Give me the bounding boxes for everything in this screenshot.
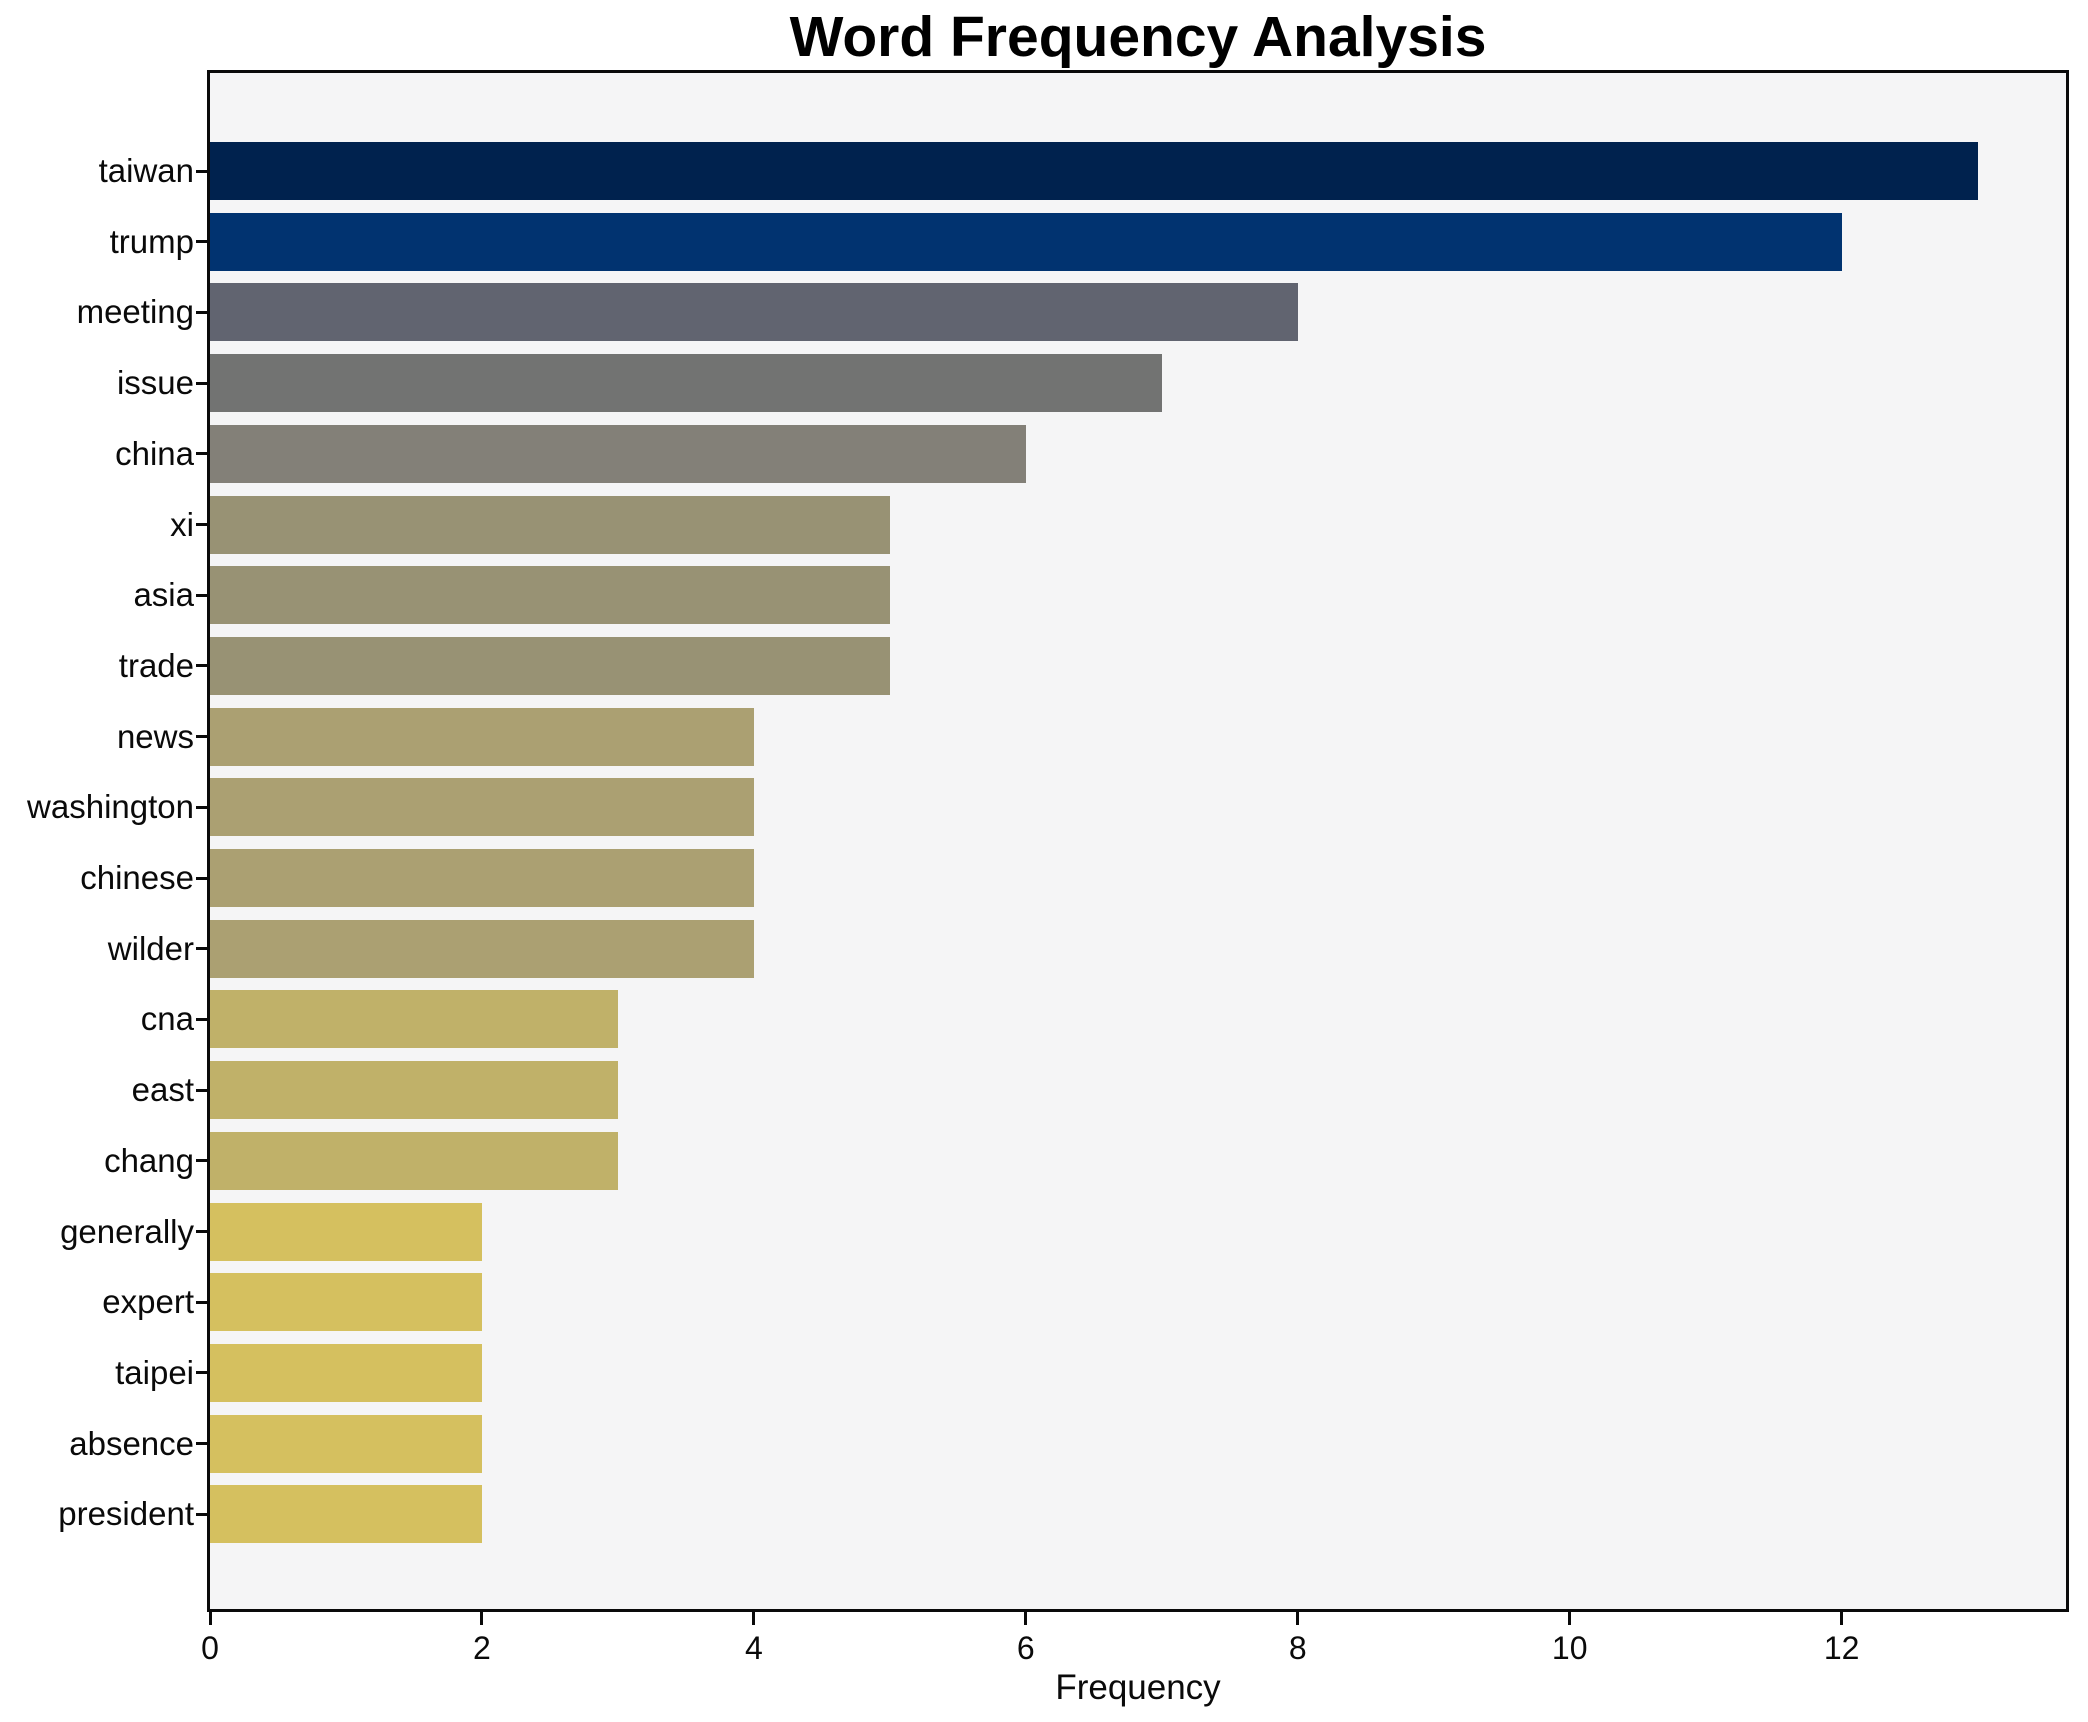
bar-chang [210,1131,618,1190]
y-label-trade: trade [118,646,194,684]
y-label-asia: asia [133,576,194,614]
y-label-trump: trump [109,222,194,260]
y-tick-washington [196,805,207,809]
y-tick-generally [196,1230,207,1233]
bar-chinese [210,849,754,907]
y-label-president: president [58,1495,194,1533]
bar-news [210,707,754,766]
x-tick-label-6: 6 [1016,1630,1035,1666]
x-tick-label-4: 4 [744,1630,763,1666]
bar-president [210,1485,482,1544]
bar-east [210,1061,618,1120]
x-tick-0 [208,1612,212,1625]
bar-wilder [210,919,754,978]
y-tick-east [196,1088,207,1092]
x-tick-8 [1296,1612,1300,1625]
x-tick-12 [1840,1612,1844,1625]
y-label-wilder: wilder [107,929,194,967]
bar-issue [210,354,1162,413]
y-tick-taipei [196,1371,207,1375]
y-label-china: china [115,434,194,472]
bar-asia [210,566,890,625]
y-tick-taiwan [196,169,207,173]
y-label-xi: xi [170,505,194,543]
y-tick-asia [196,593,207,597]
y-tick-china [196,452,207,456]
bar-meeting [210,283,1298,342]
y-label-cna: cna [140,1000,194,1038]
bar-cna [210,990,618,1049]
y-label-issue: issue [116,364,194,402]
x-tick-4 [752,1612,756,1625]
y-label-chang: chang [104,1141,194,1179]
bar-generally [210,1202,482,1261]
y-tick-chinese [196,876,207,880]
y-label-east: east [131,1071,194,1109]
y-label-taiwan: taiwan [98,152,194,189]
y-label-taipei: taipei [115,1353,194,1391]
y-label-news: news [116,717,194,755]
y-tick-trade [196,664,207,668]
y-tick-xi [196,523,207,526]
bar-expert [210,1273,482,1332]
bar-trade [210,636,890,695]
x-tick-label-2: 2 [473,1630,491,1666]
y-tick-issue [196,381,207,385]
x-tick-label-10: 10 [1551,1630,1588,1666]
x-tick-label-8: 8 [1288,1630,1307,1666]
y-tick-wilder [196,947,207,951]
x-tick-label-0: 0 [201,1630,219,1666]
x-tick-2 [480,1612,484,1625]
x-axis-label: Frequency [1055,1668,1221,1707]
y-tick-president [196,1512,207,1516]
y-tick-absence [196,1442,207,1446]
y-tick-news [196,735,207,739]
y-tick-expert [196,1300,207,1304]
bar-absence [210,1414,482,1473]
y-tick-meeting [196,310,207,314]
y-tick-cna [196,1017,207,1021]
y-tick-chang [196,1159,207,1163]
bar-xi [210,495,890,554]
bar-taipei [210,1343,482,1402]
bar-trump [210,212,1842,271]
y-label-chinese: chinese [80,859,194,896]
y-label-expert: expert [102,1283,194,1321]
y-label-meeting: meeting [76,293,194,331]
x-tick-10 [1568,1612,1572,1625]
y-label-generally: generally [60,1212,194,1250]
x-tick-6 [1024,1612,1028,1625]
bar-china [210,424,1026,483]
y-tick-trump [196,240,207,244]
y-label-absence: absence [69,1424,194,1462]
y-label-washington: washington [27,788,194,826]
chart-title: Word Frequency Analysis [789,5,1487,69]
x-tick-label-12: 12 [1823,1630,1860,1666]
bar-taiwan [210,142,1978,200]
bar-washington [210,778,754,837]
